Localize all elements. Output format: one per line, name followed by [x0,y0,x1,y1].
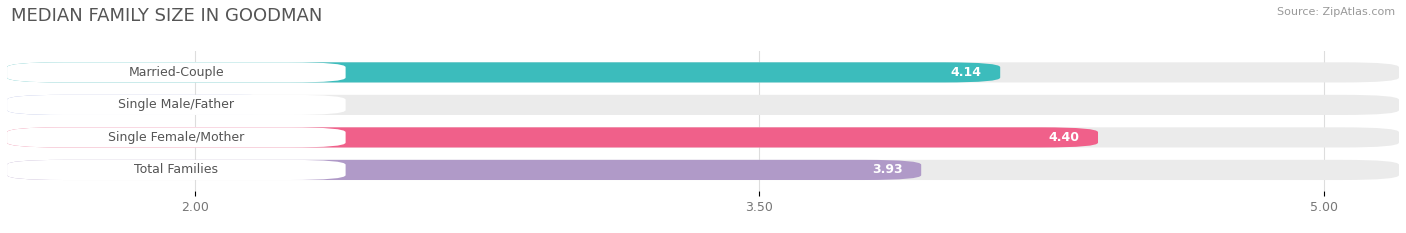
Text: 2.26: 2.26 [243,98,274,111]
FancyBboxPatch shape [7,62,1000,82]
FancyBboxPatch shape [7,160,346,180]
Text: Married-Couple: Married-Couple [128,66,224,79]
FancyBboxPatch shape [7,160,1399,180]
FancyBboxPatch shape [7,95,1399,115]
Text: 3.93: 3.93 [872,163,903,176]
Text: Total Families: Total Families [135,163,218,176]
Text: 4.14: 4.14 [950,66,981,79]
Text: 4.40: 4.40 [1049,131,1080,144]
FancyBboxPatch shape [7,127,346,147]
Text: Single Male/Father: Single Male/Father [118,98,235,111]
Text: Source: ZipAtlas.com: Source: ZipAtlas.com [1277,7,1395,17]
FancyBboxPatch shape [7,95,346,115]
FancyBboxPatch shape [7,160,921,180]
Text: MEDIAN FAMILY SIZE IN GOODMAN: MEDIAN FAMILY SIZE IN GOODMAN [11,7,322,25]
FancyBboxPatch shape [7,62,1399,82]
FancyBboxPatch shape [7,62,346,82]
FancyBboxPatch shape [7,127,1399,147]
FancyBboxPatch shape [7,127,1098,147]
Text: Single Female/Mother: Single Female/Mother [108,131,245,144]
FancyBboxPatch shape [7,95,292,115]
